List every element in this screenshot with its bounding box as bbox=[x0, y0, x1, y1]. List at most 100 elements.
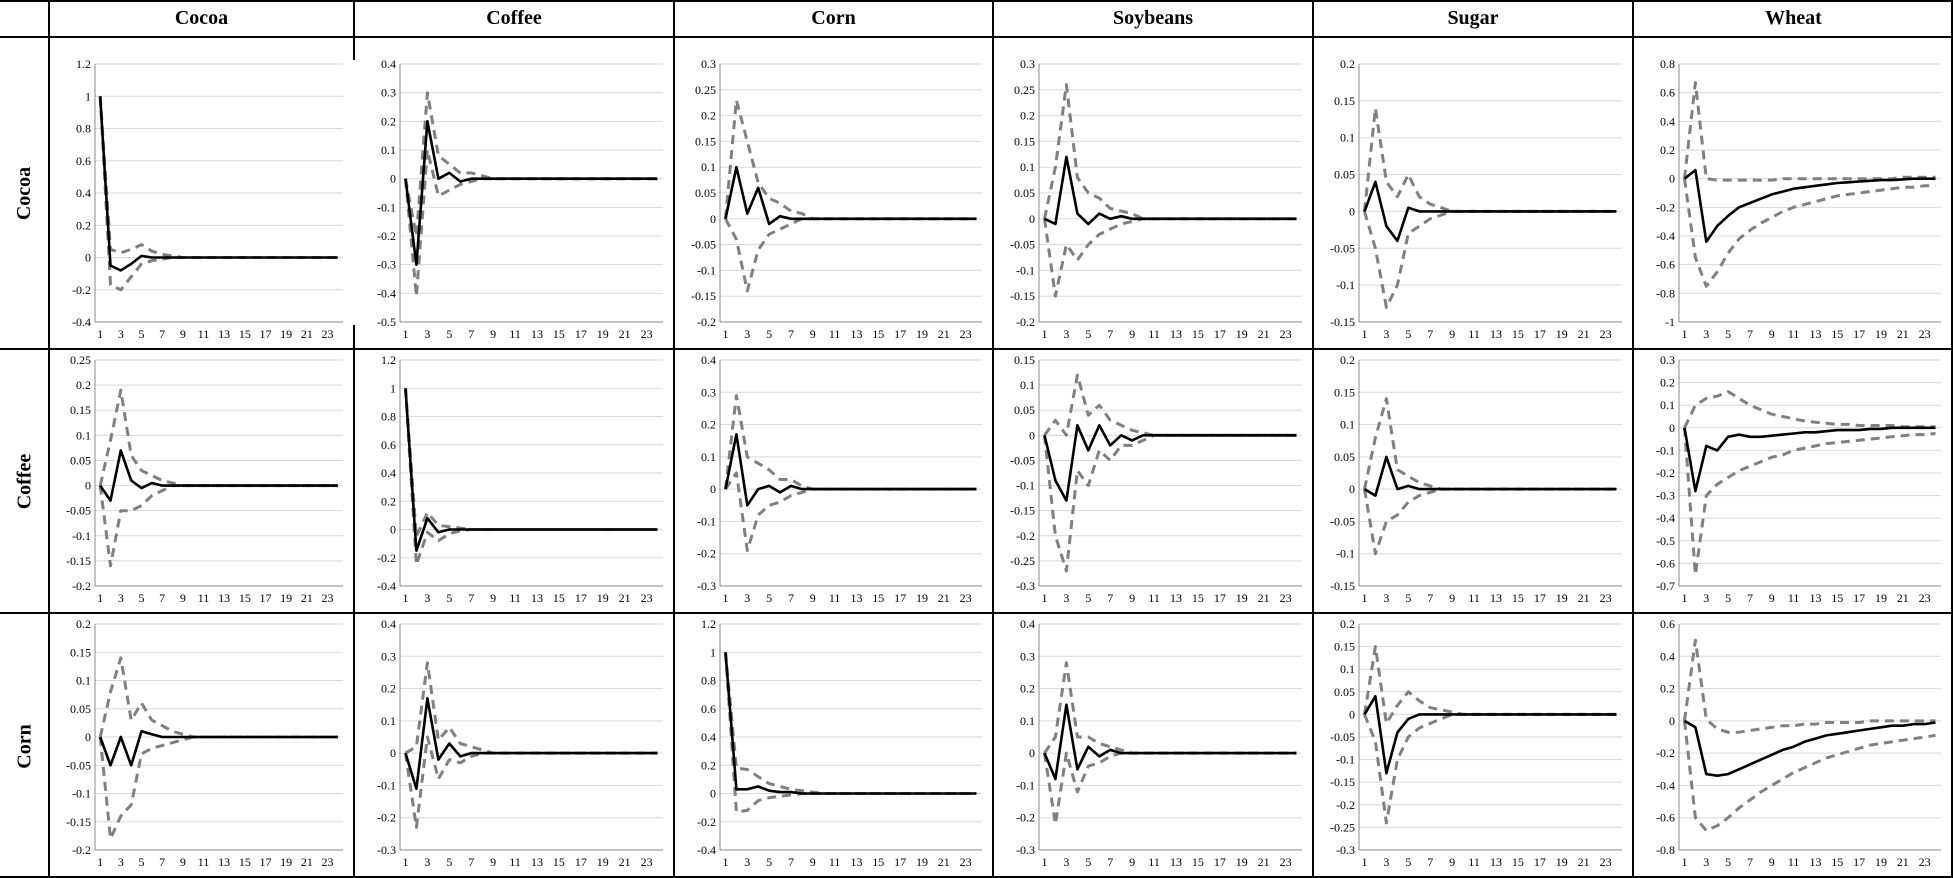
column-header-corn: Corn bbox=[811, 6, 856, 29]
y-tick-label: -0.15 bbox=[66, 815, 91, 829]
y-tick-label: -0.15 bbox=[1330, 775, 1355, 789]
confidence-band-line bbox=[1683, 81, 1936, 182]
x-tick-label: 3 bbox=[424, 855, 430, 869]
y-tick-label: -0.3 bbox=[697, 579, 716, 593]
y-tick-label: 0.2 bbox=[701, 109, 716, 123]
y-tick-label: 0.6 bbox=[76, 154, 91, 168]
x-tick-label: 9 bbox=[810, 327, 816, 341]
y-tick-label: 0 bbox=[710, 482, 716, 496]
y-tick-label: -0.1 bbox=[1336, 278, 1355, 292]
x-tick-label: 19 bbox=[1556, 591, 1568, 605]
x-tick-label: 9 bbox=[1769, 591, 1775, 605]
x-tick-label: 3 bbox=[1703, 327, 1709, 341]
x-tick-label: 13 bbox=[531, 327, 543, 341]
confidence-band-line bbox=[404, 388, 658, 539]
impulse-response-line bbox=[1363, 455, 1617, 497]
y-tick-label: 0.1 bbox=[701, 450, 716, 464]
x-tick-label: 9 bbox=[1129, 855, 1135, 869]
x-tick-label: 21 bbox=[938, 855, 950, 869]
x-tick-label: 9 bbox=[810, 855, 816, 869]
y-tick-label: -0.15 bbox=[1010, 504, 1035, 518]
x-tick-label: 7 bbox=[468, 591, 474, 605]
irf-panel-coffee-wheat: -0.7 -0.6 -0.5 -0.4 -0.3 -0.2 -0.1 0 0.1 0.2 0.3 1 3… bbox=[1634, 350, 1951, 612]
x-tick-label: 17 bbox=[1534, 591, 1546, 605]
confidence-band-line bbox=[1683, 390, 1936, 429]
x-tick-label: 19 bbox=[1875, 327, 1887, 341]
x-tick-label: 19 bbox=[1236, 591, 1248, 605]
x-tick-label: 5 bbox=[139, 591, 145, 605]
confidence-band-line bbox=[404, 91, 658, 238]
confidence-band-line bbox=[1043, 83, 1297, 221]
y-tick-label: 0.25 bbox=[1014, 83, 1035, 97]
confidence-band-line bbox=[1043, 373, 1297, 437]
x-tick-label: 11 bbox=[198, 327, 210, 341]
x-tick-label: 13 bbox=[1170, 855, 1182, 869]
x-tick-label: 23 bbox=[960, 591, 972, 605]
x-tick-label: 11 bbox=[1788, 855, 1800, 869]
y-tick-label: 0.15 bbox=[70, 403, 91, 417]
impulse-response-line bbox=[99, 449, 338, 502]
x-tick-label: 7 bbox=[1427, 855, 1433, 869]
y-tick-label: 0.2 bbox=[76, 378, 91, 392]
irf-chart: -1-0.8-0.6-0.4-0.200.20.40.60.81 3 5 7 9 11 13… bbox=[1656, 57, 1941, 341]
x-tick-label: 23 bbox=[1600, 591, 1612, 605]
y-tick-label: 0.05 bbox=[1334, 450, 1355, 464]
y-tick-label: 0.15 bbox=[1334, 94, 1355, 108]
x-tick-label: 19 bbox=[916, 591, 928, 605]
x-tick-label: 9 bbox=[490, 327, 496, 341]
y-tick-label: 0.1 bbox=[76, 428, 91, 442]
x-tick-label: 21 bbox=[1578, 591, 1590, 605]
x-tick-label: 1 bbox=[1361, 327, 1367, 341]
irf-panel-coffee-soybeans: -0.3 -0.25 -0.2 -0.15 -0.1 -0.05 0 0.05 0.1 0.15 1… bbox=[994, 350, 1312, 612]
x-tick-label: 13 bbox=[1809, 327, 1821, 341]
irf-chart: -0.4-0.200.20.40.60.811.21 3 5 7 9 11 13 15 17 19… bbox=[72, 57, 343, 341]
x-tick-label: 15 bbox=[872, 855, 884, 869]
x-tick-label: 5 bbox=[1085, 855, 1091, 869]
x-tick-label: 3 bbox=[118, 855, 124, 869]
irf-chart: -0.5-0.4-0.3-0.2-0.100.10.20.30.41 3 5 7 9 11… bbox=[377, 57, 663, 341]
x-tick-label: 3 bbox=[1063, 327, 1069, 341]
impulse-response-line bbox=[1683, 168, 1936, 243]
x-tick-label: 21 bbox=[938, 327, 950, 341]
x-tick-label: 9 bbox=[1769, 855, 1775, 869]
y-tick-label: 1 bbox=[390, 381, 396, 395]
x-tick-label: 3 bbox=[744, 327, 750, 341]
x-tick-label: 13 bbox=[218, 327, 230, 341]
y-tick-label: -0.3 bbox=[1016, 843, 1035, 857]
y-tick-label: 0 bbox=[85, 479, 91, 493]
y-tick-label: 1.2 bbox=[76, 57, 91, 71]
x-tick-label: 23 bbox=[641, 855, 653, 869]
confidence-band-line bbox=[98, 388, 338, 488]
y-tick-label: -0.05 bbox=[66, 504, 91, 518]
x-tick-label: 21 bbox=[301, 855, 313, 869]
y-tick-label: 0.2 bbox=[701, 758, 716, 772]
x-tick-label: 19 bbox=[1236, 327, 1248, 341]
y-tick-label: -0.05 bbox=[1010, 238, 1035, 252]
x-tick-label: 11 bbox=[1468, 855, 1480, 869]
x-tick-label: 17 bbox=[894, 855, 906, 869]
y-tick-label: -0.5 bbox=[377, 315, 396, 329]
y-tick-label: 0 bbox=[1349, 707, 1355, 721]
impulse-response-line bbox=[724, 652, 977, 795]
y-tick-label: 0.2 bbox=[76, 218, 91, 232]
x-tick-label: 17 bbox=[1853, 591, 1865, 605]
y-tick-label: 0.05 bbox=[695, 186, 716, 200]
y-tick-label: -0.1 bbox=[1656, 443, 1675, 457]
y-tick-label: 0.1 bbox=[1020, 714, 1035, 728]
x-tick-label: 1 bbox=[722, 327, 728, 341]
confidence-band-line bbox=[1043, 433, 1297, 573]
x-tick-label: 23 bbox=[1600, 327, 1612, 341]
x-tick-label: 17 bbox=[894, 327, 906, 341]
y-tick-label: -0.4 bbox=[72, 315, 91, 329]
impulse-response-line bbox=[1363, 695, 1617, 775]
y-tick-label: 0 bbox=[1669, 172, 1675, 186]
y-tick-label: 0.05 bbox=[1014, 186, 1035, 200]
y-tick-label: 0.8 bbox=[76, 122, 91, 136]
x-tick-label: 3 bbox=[1703, 855, 1709, 869]
row-header-cocoa-label: Cocoa bbox=[13, 166, 36, 220]
y-tick-label: 0.4 bbox=[1660, 649, 1675, 663]
column-header-wheat: Wheat bbox=[1765, 6, 1822, 29]
impulse-response-line bbox=[1043, 424, 1297, 502]
row-header-coffee: Coffee bbox=[0, 350, 50, 612]
